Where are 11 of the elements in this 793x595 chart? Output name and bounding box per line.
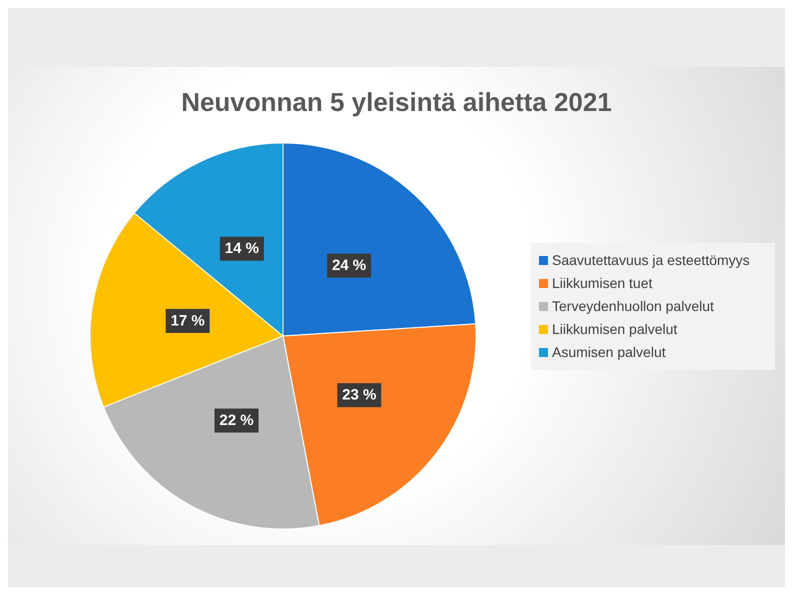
legend-label: Liikkumisen palvelut bbox=[552, 320, 678, 336]
data-label: 22 % bbox=[219, 412, 254, 430]
legend-label: Saavutettavuus ja esteettömyys bbox=[552, 252, 750, 268]
legend-label: Terveydenhuollon palvelut bbox=[552, 298, 714, 314]
data-label: 14 % bbox=[224, 240, 260, 258]
data-label: 17 % bbox=[170, 312, 205, 330]
data-label: 23 % bbox=[342, 386, 376, 404]
data-label: 24 % bbox=[332, 257, 366, 274]
chart-title: Neuvonnan 5 yleisintä aihetta 2021 bbox=[180, 87, 613, 118]
legend-label: Asumisen palvelut bbox=[552, 344, 666, 360]
legend-label: Liikkumisen tuet bbox=[552, 274, 652, 290]
